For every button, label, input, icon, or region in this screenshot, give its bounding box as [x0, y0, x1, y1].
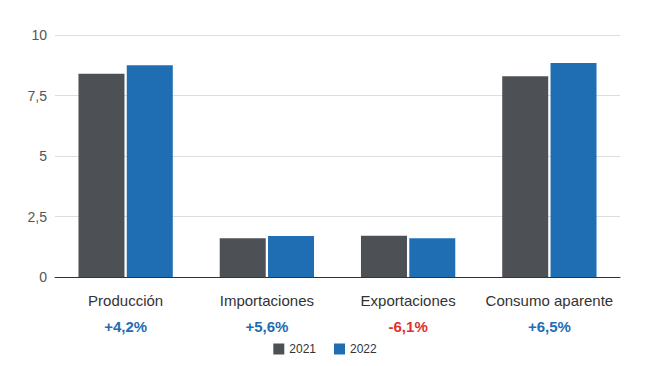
- svg-text:10: 10: [31, 27, 47, 43]
- svg-text:+5,6%: +5,6%: [245, 318, 288, 335]
- svg-text:Producción: Producción: [88, 292, 163, 309]
- svg-text:2021: 2021: [289, 342, 316, 356]
- svg-text:Importaciones: Importaciones: [220, 292, 314, 309]
- svg-text:5: 5: [39, 148, 47, 164]
- svg-text:0: 0: [39, 269, 47, 285]
- svg-text:2022: 2022: [350, 342, 377, 356]
- svg-text:+6,5%: +6,5%: [528, 318, 571, 335]
- svg-text:2,5: 2,5: [28, 209, 48, 225]
- svg-text:+4,2%: +4,2%: [104, 318, 147, 335]
- svg-text:-6,1%: -6,1%: [389, 318, 428, 335]
- svg-text:7,5: 7,5: [28, 88, 48, 104]
- svg-text:Exportaciones: Exportaciones: [361, 292, 456, 309]
- svg-text:Consumo aparente: Consumo aparente: [486, 292, 614, 309]
